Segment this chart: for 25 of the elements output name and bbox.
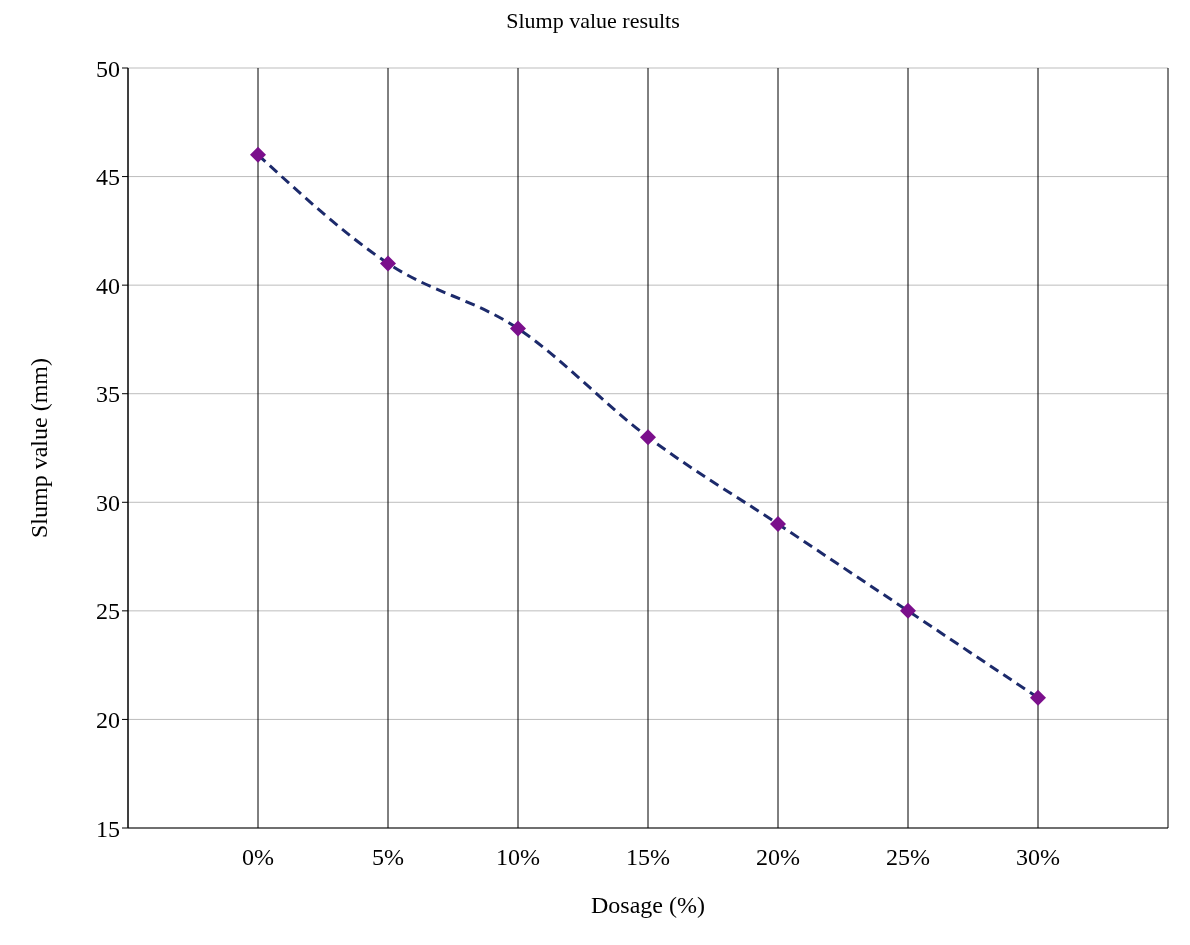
y-tick-label: 40 [96,272,120,299]
y-axis-title: Slump value (mm) [25,358,52,538]
x-tick-label: 20% [756,844,800,871]
x-tick-label: 5% [372,844,404,871]
point [380,255,396,272]
x-tick-label: 30% [1016,844,1060,871]
point [510,320,526,337]
point [1030,689,1046,706]
y-tick-label: 35 [96,381,120,408]
x-tick-label: 25% [886,844,930,871]
x-tick-label: 10% [496,844,540,871]
point [640,429,656,446]
y-tick-label: 20 [96,706,120,733]
x-tick-label: 0% [242,844,274,871]
y-tick-label: 25 [96,598,120,625]
y-tick-label: 30 [96,489,120,516]
point [900,602,916,619]
x-tick-label: 15% [626,844,670,871]
y-tick-label: 50 [96,55,120,82]
point [250,146,266,163]
point [770,516,786,532]
x-axis-title: Dosage (%) [591,892,705,918]
chart-title: Slump value results [505,8,681,35]
y-tick-label: 45 [96,164,120,191]
y-tick-label: 15 [96,815,120,842]
